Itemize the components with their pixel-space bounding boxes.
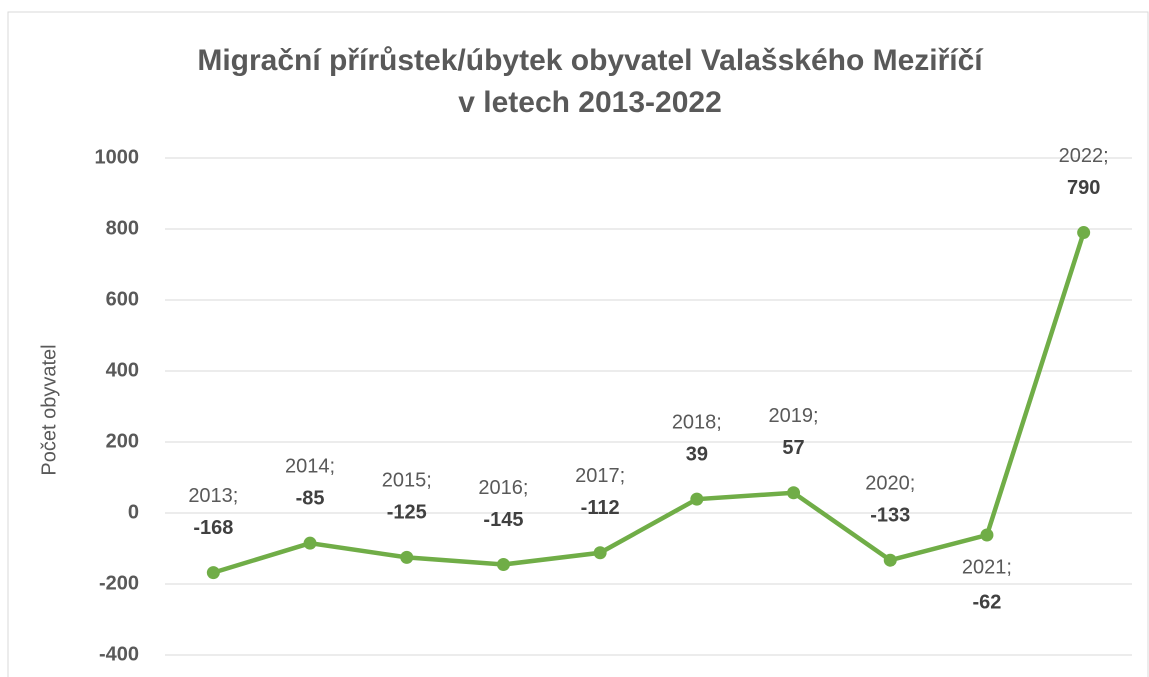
point bbox=[1077, 226, 1091, 240]
data-label-category: 2014; bbox=[285, 455, 335, 477]
data-label-category: 2020; bbox=[865, 472, 915, 494]
y-tick-label: 0 bbox=[128, 501, 139, 523]
point bbox=[883, 553, 897, 567]
data-label-category: 2015; bbox=[382, 470, 432, 492]
data-label: 57 bbox=[782, 437, 804, 459]
data-label: 39 bbox=[686, 443, 708, 465]
point bbox=[206, 566, 220, 580]
y-tick-label: -400 bbox=[99, 643, 139, 665]
y-tick-label: 400 bbox=[106, 359, 139, 381]
y-tick-label: 1000 bbox=[95, 146, 140, 168]
chart-border bbox=[7, 11, 1149, 677]
data-label: -62 bbox=[972, 591, 1001, 613]
data-label-category: 2013; bbox=[188, 485, 238, 507]
data-label: -112 bbox=[581, 497, 620, 519]
point bbox=[303, 536, 317, 550]
line bbox=[212, 231, 1086, 575]
point bbox=[980, 528, 994, 542]
data-label-category: 2018; bbox=[672, 411, 722, 433]
y-tick-label: 600 bbox=[106, 288, 139, 310]
chart-title: v letech 2013-2022 bbox=[458, 86, 722, 119]
data-label: -168 bbox=[193, 517, 233, 539]
data-label: -125 bbox=[387, 502, 427, 524]
point bbox=[496, 557, 510, 571]
data-label: -133 bbox=[870, 504, 910, 526]
data-label: -145 bbox=[483, 509, 523, 531]
data-label: 790 bbox=[1067, 177, 1100, 199]
chart-title: Migrační přírůstek/úbytek obyvatel Valaš… bbox=[197, 44, 984, 77]
data-label-category: 2022; bbox=[1059, 145, 1109, 167]
data-label: -85 bbox=[296, 487, 325, 509]
point bbox=[593, 546, 607, 560]
point bbox=[690, 492, 704, 506]
y-tick-label: 200 bbox=[106, 430, 139, 452]
data-label-category: 2017; bbox=[575, 465, 625, 487]
point bbox=[400, 550, 414, 564]
y-tick-label: 800 bbox=[106, 217, 139, 239]
data-label-category: 2016; bbox=[478, 477, 528, 499]
y-axis-label: Počet obyvatel bbox=[38, 344, 60, 475]
data-label-category: 2021; bbox=[962, 556, 1012, 578]
data-label-category: 2019; bbox=[769, 405, 819, 427]
y-tick-label: -200 bbox=[99, 572, 139, 594]
point bbox=[787, 486, 801, 500]
